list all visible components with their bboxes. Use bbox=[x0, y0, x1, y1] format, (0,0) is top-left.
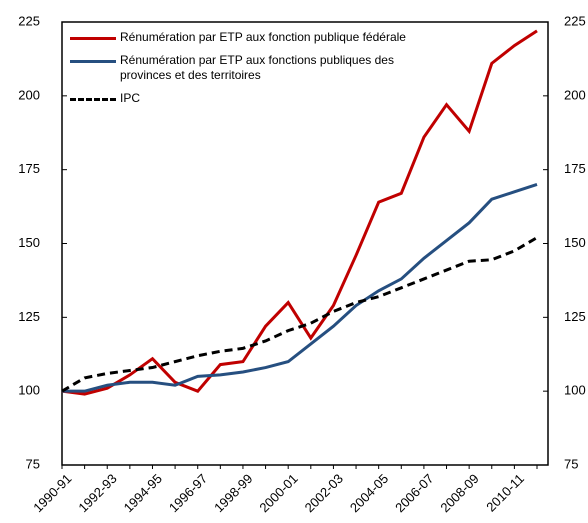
y-tick-label: 100 bbox=[18, 383, 40, 398]
y-tick-label: 150 bbox=[18, 235, 40, 250]
x-tick-label: 1996-97 bbox=[166, 471, 210, 515]
y-tick-label: 175 bbox=[18, 161, 40, 176]
legend-item: Rénumération par ETP aux fonctions publi… bbox=[70, 53, 450, 83]
y2-tick-label: 200 bbox=[564, 87, 586, 102]
legend: Rénumération par ETP aux fonction publiq… bbox=[70, 30, 450, 114]
y2-tick-label: 150 bbox=[564, 235, 586, 250]
x-tick-label: 1998-99 bbox=[211, 471, 255, 515]
x-tick-label: 1992-93 bbox=[75, 471, 119, 515]
data-line bbox=[61, 236, 538, 393]
legend-swatch bbox=[70, 37, 116, 40]
y2-tick-label: 125 bbox=[564, 309, 586, 324]
y-tick-label: 125 bbox=[18, 309, 40, 324]
legend-swatch bbox=[70, 98, 116, 101]
legend-label: Rénumération par ETP aux fonctions publi… bbox=[120, 53, 394, 82]
x-tick-label: 2010-11 bbox=[483, 471, 527, 515]
y-tick-label: 75 bbox=[26, 456, 40, 471]
y-tick-label: 225 bbox=[18, 13, 40, 28]
x-tick-label: 1990-91 bbox=[30, 471, 74, 515]
data-line bbox=[62, 183, 538, 393]
y-tick-label: 200 bbox=[18, 87, 40, 102]
y2-tick-label: 100 bbox=[564, 383, 586, 398]
y2-tick-label: 225 bbox=[564, 13, 586, 28]
x-tick-label: 2008-09 bbox=[437, 471, 481, 515]
y2-tick-label: 175 bbox=[564, 161, 586, 176]
legend-label: Rénumération par ETP aux fonction publiq… bbox=[120, 30, 406, 44]
legend-label: IPC bbox=[120, 91, 141, 105]
x-tick-label: 1994-95 bbox=[121, 471, 165, 515]
legend-swatch bbox=[70, 60, 116, 63]
x-tick-label: 2004-05 bbox=[347, 471, 391, 515]
x-tick-label: 2006-07 bbox=[392, 471, 436, 515]
legend-item: IPC bbox=[70, 91, 450, 106]
data-line bbox=[61, 29, 538, 396]
x-tick-label: 2000-01 bbox=[256, 471, 300, 515]
legend-item: Rénumération par ETP aux fonction publiq… bbox=[70, 30, 450, 45]
y2-tick-label: 75 bbox=[564, 456, 578, 471]
x-tick-label: 2002-03 bbox=[302, 471, 346, 515]
